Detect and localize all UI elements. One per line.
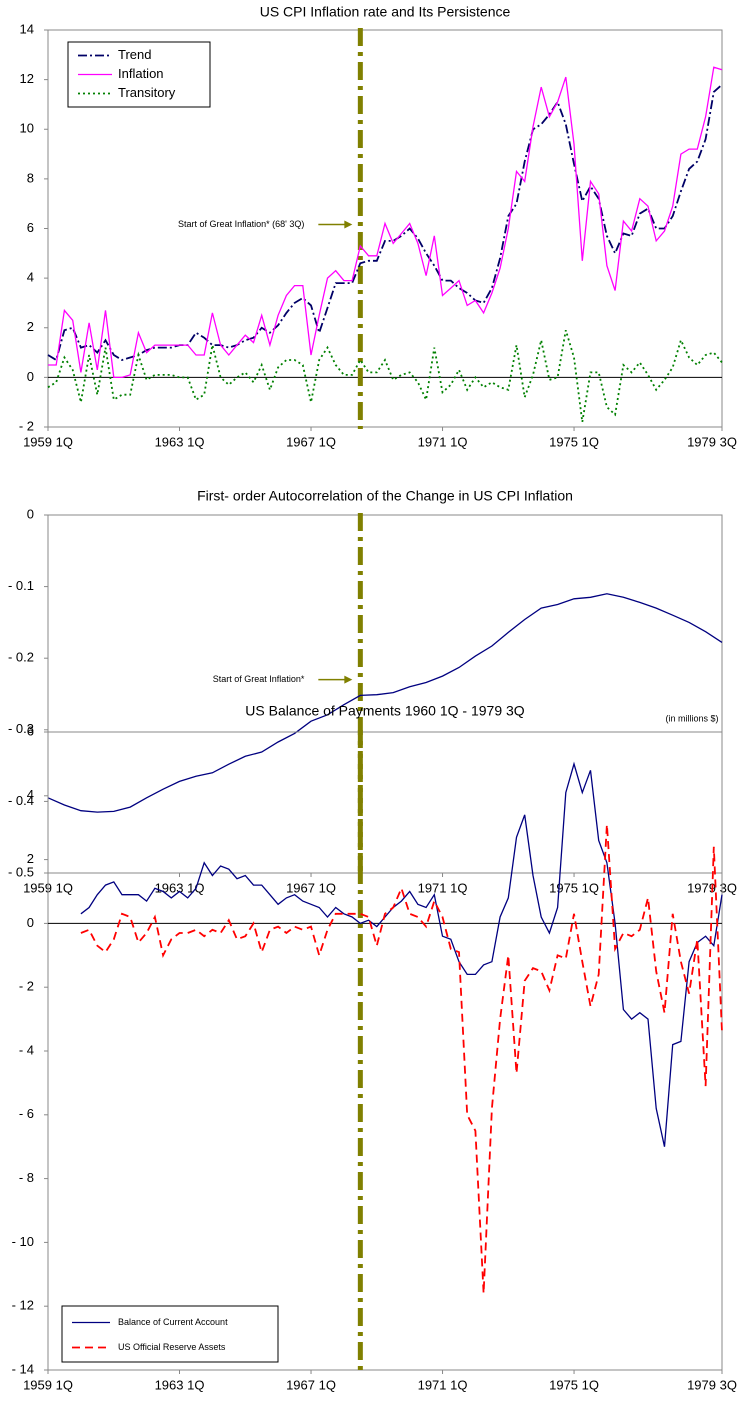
x-tick-label: 1979 3Q xyxy=(687,1377,737,1392)
x-tick-label: 1971 1Q xyxy=(418,1377,468,1392)
x-tick-label: 1963 1Q xyxy=(155,880,205,895)
x-tick-label: 1971 1Q xyxy=(418,880,468,895)
chart-title: US Balance of Payments 1960 1Q - 1979 3Q xyxy=(245,703,524,719)
legend-label: Transitory xyxy=(118,85,176,100)
x-tick-label: 1967 1Q xyxy=(286,880,336,895)
y-tick-label: 0 xyxy=(27,369,34,384)
plot-frame xyxy=(47,514,723,874)
x-tick-label: 1979 3Q xyxy=(687,434,737,449)
y-tick-label: - 0.5 xyxy=(8,864,34,879)
legend-label: Balance of Current Account xyxy=(118,1317,228,1327)
series-line xyxy=(80,761,723,1147)
y-tick-label: 12 xyxy=(20,71,34,86)
y-tick-label: 4 xyxy=(27,270,34,285)
y-tick-label: 6 xyxy=(27,220,34,235)
legend-label: US Official Reserve Assets xyxy=(118,1342,226,1352)
y-tick-label: 0 xyxy=(27,915,34,930)
annotation-arrowhead xyxy=(344,220,353,229)
chart-title: First- order Autocorrelation of the Chan… xyxy=(197,488,573,504)
legend-box xyxy=(61,1305,279,1363)
y-tick-label: 4 xyxy=(27,787,34,802)
x-tick-label: 1967 1Q xyxy=(286,434,336,449)
y-tick-label: - 0.1 xyxy=(8,578,34,593)
x-tick-label: 1975 1Q xyxy=(549,434,599,449)
y-tick-label: - 2 xyxy=(19,979,34,994)
annotation: Start of Great Inflation* (68' 3Q) xyxy=(178,219,304,229)
series-line xyxy=(48,66,723,379)
y-tick-label: 10 xyxy=(20,121,34,136)
y-tick-label: - 2 xyxy=(19,418,34,433)
x-tick-label: 1967 1Q xyxy=(286,1377,336,1392)
x-tick-label: 1959 1Q xyxy=(23,434,73,449)
y-tick-label: - 8 xyxy=(19,1170,34,1185)
plot-frame xyxy=(47,731,723,1371)
x-tick-label: 1963 1Q xyxy=(155,434,205,449)
series-line xyxy=(47,83,723,362)
legend-label: Trend xyxy=(118,47,151,62)
y-tick-label: - 10 xyxy=(12,1234,34,1249)
x-tick-label: 1975 1Q xyxy=(549,1377,599,1392)
y-tick-label: - 6 xyxy=(19,1106,34,1121)
y-tick-label: - 0.4 xyxy=(8,793,34,808)
y-tick-label: - 12 xyxy=(12,1298,34,1313)
x-tick-label: 1963 1Q xyxy=(155,1377,205,1392)
y-tick-label: 8 xyxy=(27,170,34,185)
x-tick-label: 1975 1Q xyxy=(549,880,599,895)
unit-note: (in millions $) xyxy=(665,713,718,723)
y-tick-label: - 0.2 xyxy=(8,650,34,665)
y-tick-label: 14 xyxy=(20,21,34,36)
annotation: Start of Great Inflation* xyxy=(213,674,305,684)
y-tick-label: - 14 xyxy=(12,1361,34,1376)
series-line xyxy=(47,329,723,423)
x-tick-label: 1971 1Q xyxy=(418,434,468,449)
y-tick-label: 2 xyxy=(27,319,34,334)
x-tick-label: 1959 1Q xyxy=(23,1377,73,1392)
y-tick-label: - 4 xyxy=(19,1042,34,1057)
y-tick-label: 2 xyxy=(27,851,34,866)
y-tick-label: - 0.3 xyxy=(8,721,34,736)
series-line xyxy=(47,593,723,813)
series-line xyxy=(80,824,723,1294)
y-tick-label: 0 xyxy=(27,506,34,521)
legend-label: Inflation xyxy=(118,66,164,81)
y-tick-label: 6 xyxy=(27,723,34,738)
annotation-arrowhead xyxy=(344,675,353,684)
chart-title: US CPI Inflation rate and Its Persistenc… xyxy=(260,4,511,20)
